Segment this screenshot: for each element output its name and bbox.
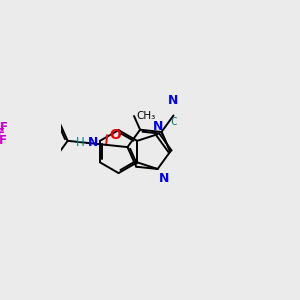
Text: F: F bbox=[0, 127, 5, 140]
Text: N: N bbox=[152, 120, 163, 133]
Text: N: N bbox=[88, 136, 98, 148]
Text: CH₃: CH₃ bbox=[136, 111, 156, 121]
Text: H: H bbox=[76, 136, 85, 148]
Text: C: C bbox=[170, 117, 177, 127]
Text: F: F bbox=[0, 121, 8, 134]
Text: O: O bbox=[110, 128, 122, 142]
Text: F: F bbox=[0, 134, 7, 147]
Text: N: N bbox=[168, 94, 179, 107]
Text: N: N bbox=[159, 172, 170, 185]
